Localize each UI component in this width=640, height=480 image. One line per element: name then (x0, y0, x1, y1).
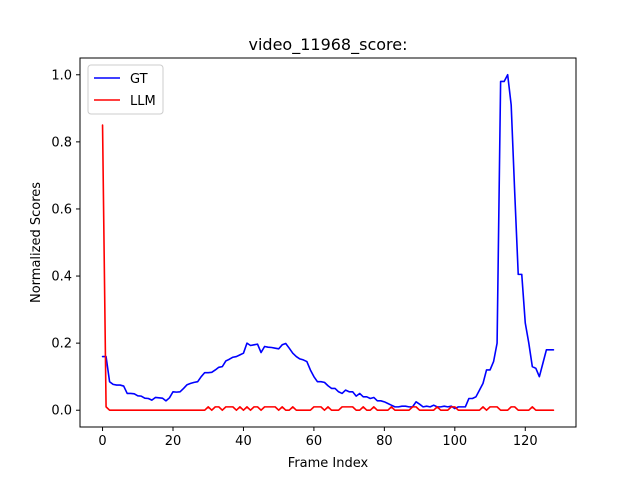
x-tick-label: 60 (306, 434, 323, 449)
x-axis-label: Frame Index (288, 456, 369, 471)
y-axis-label: Normalized Scores (29, 182, 44, 303)
series-line-llm (101, 124, 555, 412)
legend-label-llm: LLM (130, 94, 156, 109)
legend-label-gt: GT (130, 72, 148, 87)
x-tick-label: 0 (98, 434, 106, 449)
series-line-gt (101, 73, 555, 410)
plot-area (101, 73, 555, 412)
x-tick-label: 80 (376, 434, 393, 449)
y-axis-ticks: 0.0 0.2 0.4 0.6 0.8 1.0 (51, 68, 80, 419)
y-tick-label: 0.6 (51, 202, 72, 217)
x-tick-label: 40 (235, 434, 252, 449)
x-tick-label: 120 (513, 434, 538, 449)
x-tick-label: 100 (442, 434, 467, 449)
y-tick-label: 1.0 (51, 68, 72, 83)
axes-frame (79, 57, 577, 428)
y-tick-label: 0.2 (51, 337, 72, 352)
x-axis-ticks: 0 20 40 60 80 100 120 (98, 427, 538, 449)
y-tick-label: 0.0 (51, 404, 72, 419)
y-tick-label: 0.8 (51, 135, 72, 150)
chart-title: video_11968_score: (249, 35, 408, 55)
legend: GT LLM (87, 64, 164, 115)
x-tick-label: 20 (165, 434, 182, 449)
y-tick-label: 0.4 (51, 270, 72, 285)
